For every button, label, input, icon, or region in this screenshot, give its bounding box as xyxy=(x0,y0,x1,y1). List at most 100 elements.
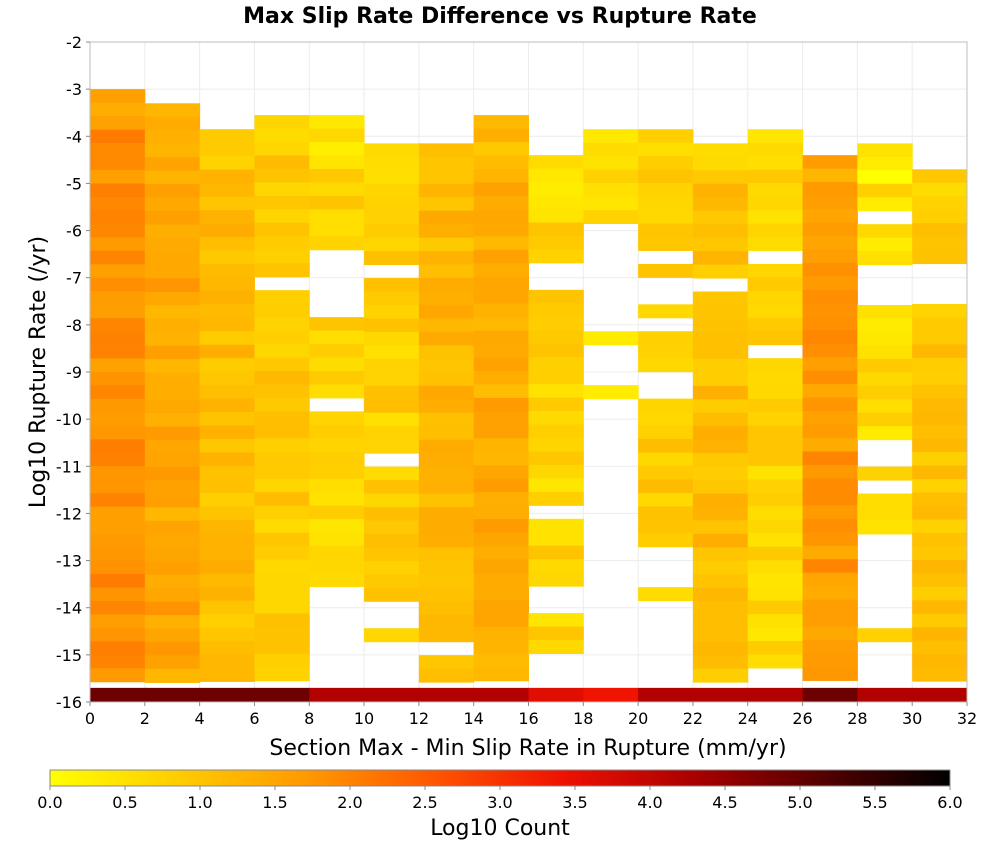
heatmap-cell xyxy=(309,492,365,507)
heatmap-cell-bottom xyxy=(144,687,201,702)
heatmap-cell xyxy=(528,626,584,641)
heatmap-cell xyxy=(144,466,201,481)
colorbar-tick-label: 2.5 xyxy=(412,793,437,812)
heatmap-cell xyxy=(90,116,146,131)
heatmap-cell xyxy=(802,518,858,533)
heatmap-cell xyxy=(254,599,310,614)
heatmap-cell xyxy=(638,358,694,373)
heatmap-cell xyxy=(309,559,365,574)
heatmap-cell xyxy=(692,251,749,266)
heatmap-cell xyxy=(692,533,749,548)
heatmap-cell xyxy=(473,330,529,345)
heatmap-cell-bottom xyxy=(747,687,804,702)
heatmap-cell xyxy=(199,277,255,292)
heatmap-cell xyxy=(912,600,968,615)
x-tick-label: 12 xyxy=(409,709,429,728)
heatmap-cell xyxy=(418,264,475,279)
heatmap-cell xyxy=(199,438,255,453)
heatmap-cell xyxy=(418,480,475,495)
heatmap-cell xyxy=(309,357,365,372)
heatmap-cell xyxy=(473,263,529,278)
heatmap-cell xyxy=(364,399,420,414)
heatmap-cell xyxy=(747,277,804,292)
heatmap-cell-bottom xyxy=(418,687,475,702)
heatmap-cell xyxy=(254,317,310,332)
heatmap-cell xyxy=(912,452,968,467)
x-tick-label: 14 xyxy=(464,709,484,728)
heatmap-cell xyxy=(912,398,968,413)
heatmap-cell xyxy=(144,642,201,657)
heatmap-cell xyxy=(692,439,749,454)
heatmap-cell xyxy=(254,478,310,493)
heatmap-cell xyxy=(528,330,584,345)
heatmap-cell xyxy=(254,667,310,682)
colorbar-tick-label: 0.0 xyxy=(37,793,62,812)
heatmap-cell xyxy=(857,358,913,373)
heatmap-cell xyxy=(254,357,310,372)
heatmap-cell xyxy=(747,304,804,319)
heatmap-cell xyxy=(473,344,529,359)
heatmap-cell xyxy=(912,371,968,386)
heatmap-cell xyxy=(912,465,968,480)
y-tick-label: -10 xyxy=(56,410,82,429)
heatmap-cell xyxy=(309,370,365,385)
heatmap-cell xyxy=(90,291,146,306)
heatmap-cell xyxy=(692,304,749,319)
heatmap-cell xyxy=(254,182,310,197)
heatmap-cell xyxy=(418,601,475,616)
heatmap-cell xyxy=(199,290,255,305)
heatmap-cell xyxy=(364,560,420,575)
colorbar-tick-label: 2.0 xyxy=(337,793,362,812)
heatmap-cell xyxy=(692,520,749,535)
heatmap-cell xyxy=(254,626,310,641)
heatmap-cell xyxy=(912,506,968,520)
y-axis-ticks: -2 -3 -4 -5 -6 -7 -8 -9 -10 -11 -12 -13 -14 -15 -16 xyxy=(56,33,90,712)
heatmap-cell xyxy=(199,667,255,682)
heatmap-cell xyxy=(418,318,475,333)
heatmap-cell xyxy=(912,303,968,318)
heatmap-cell xyxy=(747,317,804,332)
heatmap-cell xyxy=(528,437,584,452)
heatmap-cell xyxy=(528,195,584,210)
heatmap-cell xyxy=(418,547,475,562)
heatmap-cell xyxy=(802,289,858,304)
heatmap-cell xyxy=(199,412,255,427)
heatmap-cell xyxy=(309,330,365,345)
heatmap-cell xyxy=(857,183,913,198)
heatmap-cell xyxy=(199,519,255,534)
heatmap-cell xyxy=(418,170,475,185)
heatmap-cell xyxy=(144,574,201,589)
heatmap-cell xyxy=(199,263,255,278)
heatmap-cell xyxy=(309,317,365,332)
heatmap-cell xyxy=(254,505,310,520)
heatmap-cell xyxy=(309,236,365,251)
heatmap-cell xyxy=(528,424,584,439)
heatmap-cell xyxy=(90,358,146,373)
heatmap-cell xyxy=(418,197,475,212)
y-tick-label: -15 xyxy=(56,646,82,665)
heatmap-cell xyxy=(692,547,749,562)
heatmap-cell xyxy=(857,466,913,481)
heatmap-cell xyxy=(309,478,365,493)
heatmap-cell xyxy=(912,438,968,453)
heatmap-cell xyxy=(364,385,420,400)
heatmap-cell xyxy=(747,425,804,440)
heatmap-cell xyxy=(638,142,694,157)
heatmap-cell xyxy=(692,345,749,360)
colorbar-tick-label: 6.0 xyxy=(937,793,962,812)
heatmap-cell xyxy=(912,317,968,332)
colorbar-tick-label: 4.5 xyxy=(712,793,737,812)
heatmap-cell xyxy=(199,210,255,224)
heatmap-cell xyxy=(309,155,365,170)
heatmap-cell xyxy=(747,533,804,548)
heatmap-cell xyxy=(473,142,529,156)
heatmap-cell xyxy=(309,182,365,197)
heatmap-cell xyxy=(364,358,420,373)
heatmap-cell xyxy=(90,318,146,333)
heatmap-cell xyxy=(692,480,749,495)
heatmap-cell xyxy=(90,385,146,400)
heatmap-cell xyxy=(418,399,475,414)
heatmap-cell xyxy=(144,399,201,414)
heatmap-cell xyxy=(199,546,255,561)
